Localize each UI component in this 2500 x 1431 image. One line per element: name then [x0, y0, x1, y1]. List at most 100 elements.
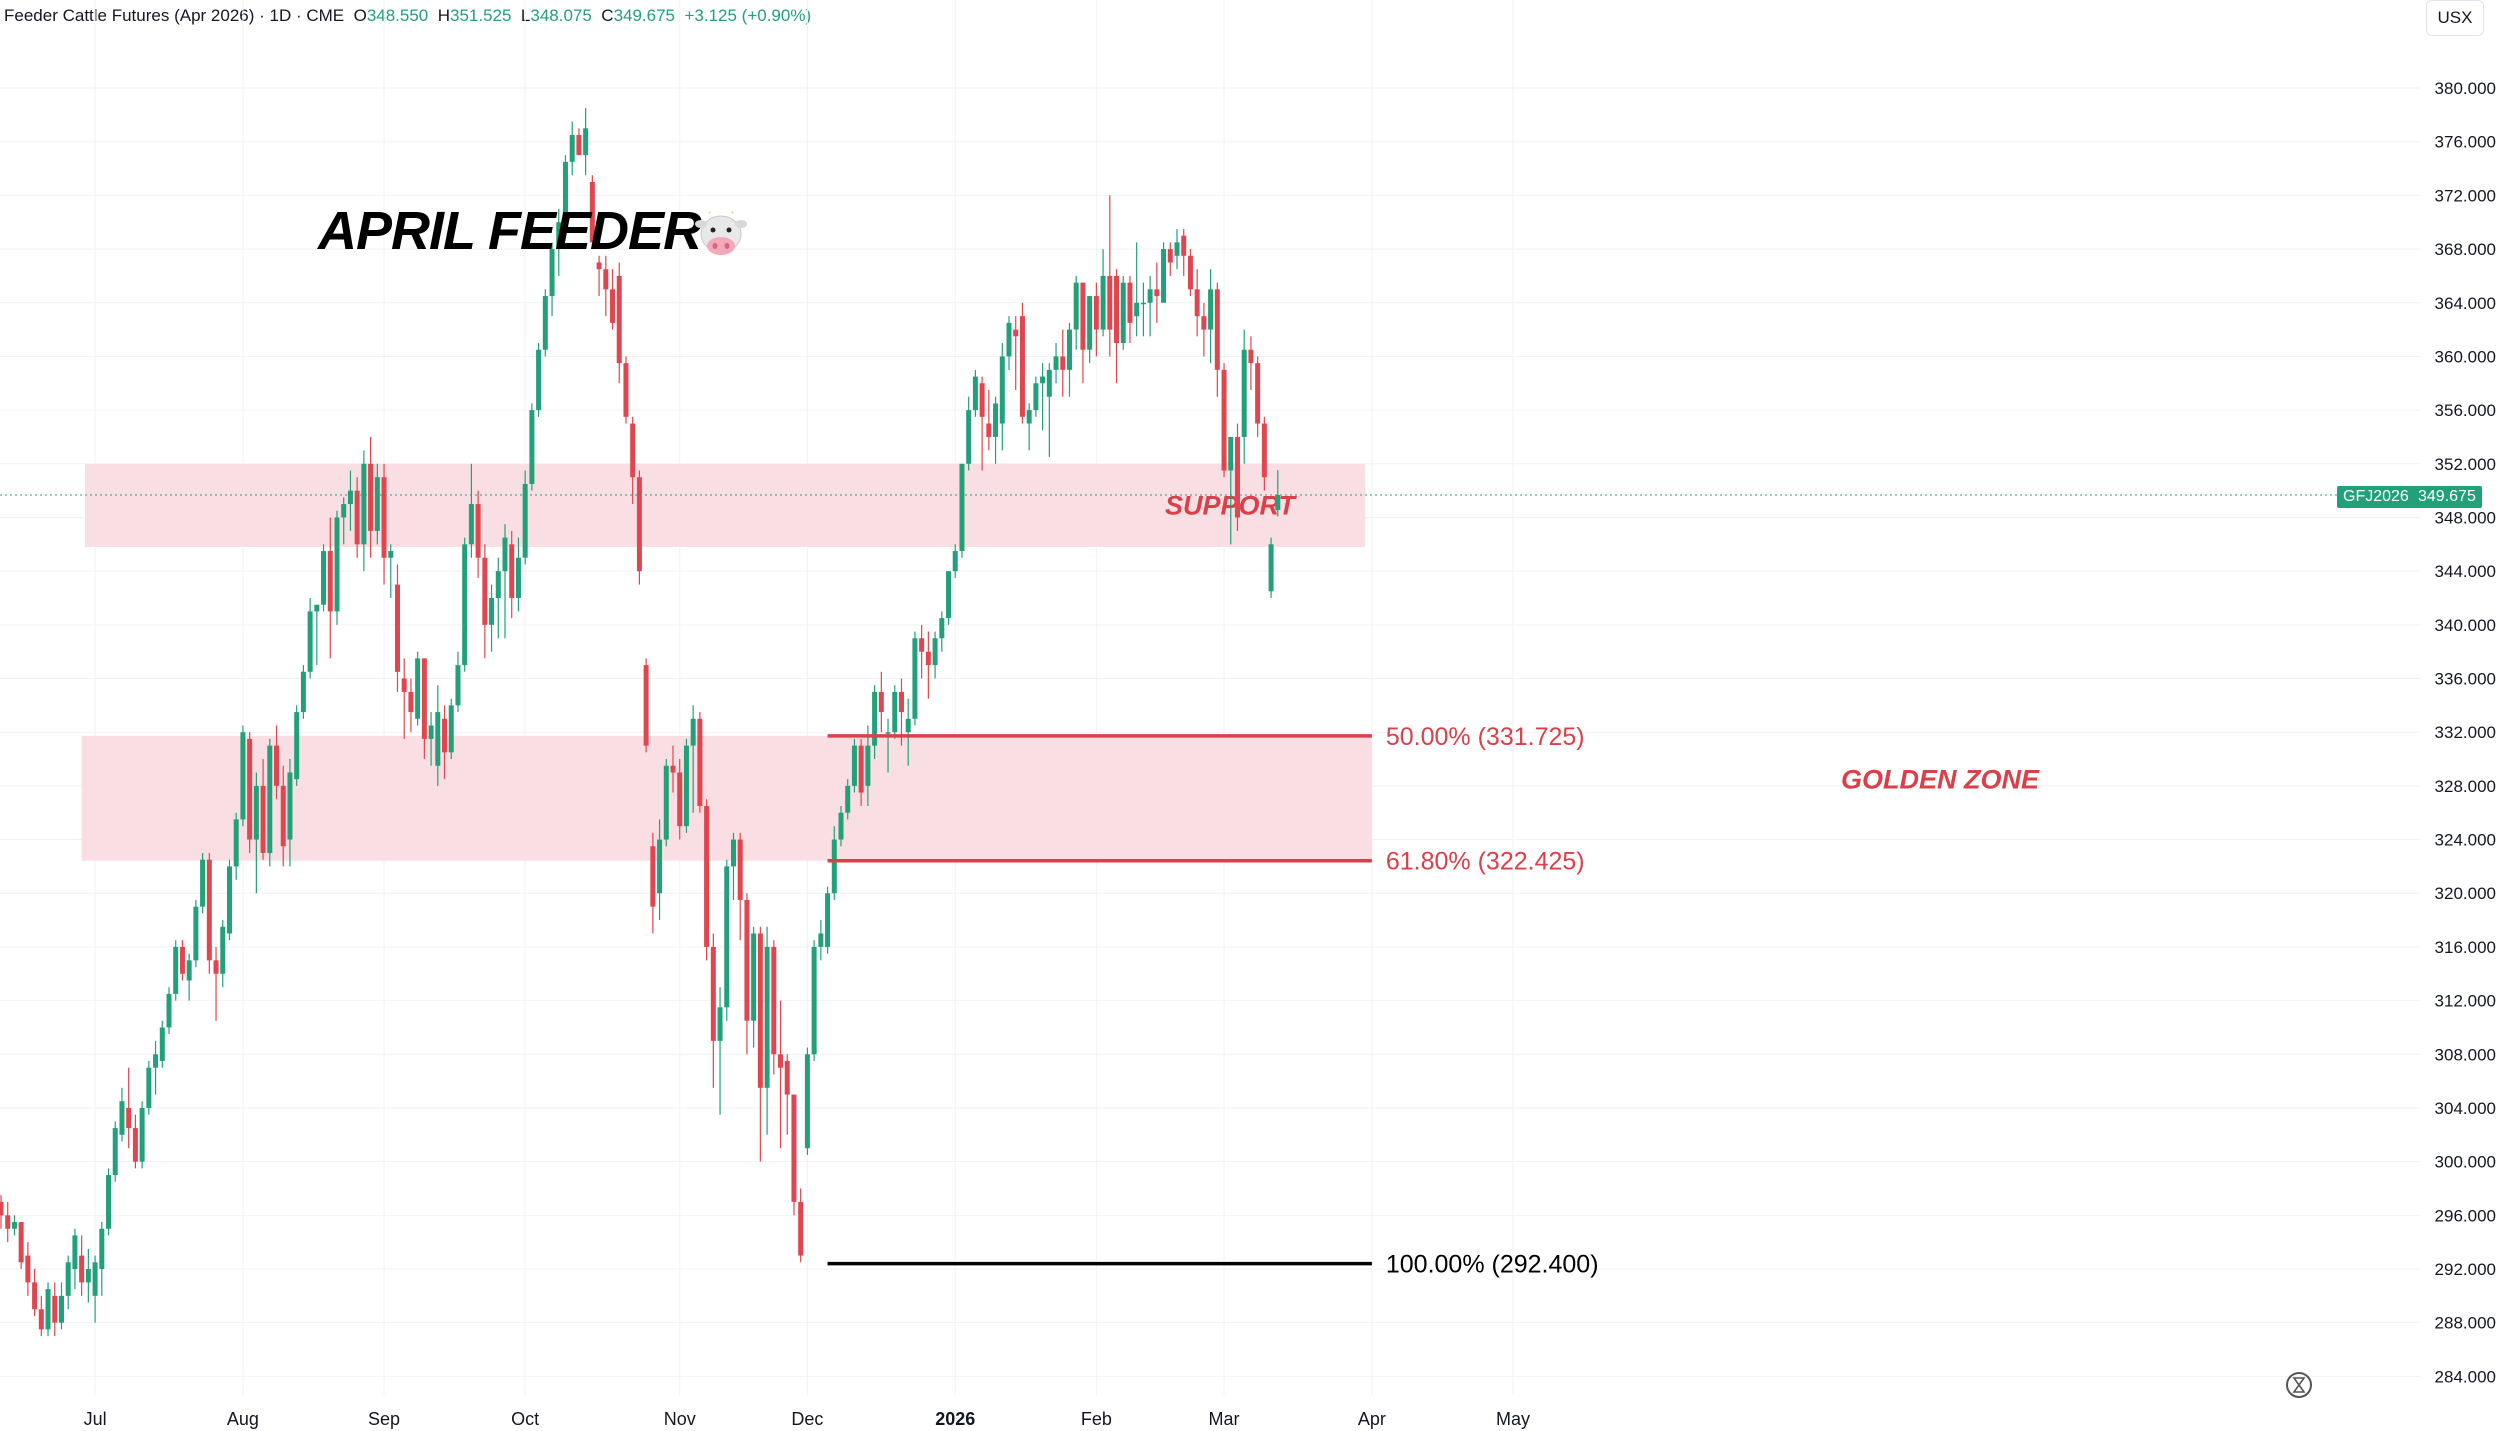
y-tick-label: 324.000: [2435, 831, 2496, 850]
candle-body: [1033, 383, 1039, 411]
zone-label: GOLDEN ZONE: [1841, 765, 2040, 795]
candle-body: [636, 477, 642, 572]
candle-body: [683, 745, 689, 827]
candle-body: [435, 712, 441, 766]
candle-body: [1127, 282, 1133, 323]
candle-body: [1093, 296, 1099, 330]
candle-body: [1261, 423, 1267, 478]
y-tick-label: 356.000: [2435, 401, 2496, 420]
candle-body: [415, 658, 421, 719]
candle-body: [1255, 363, 1261, 424]
candle-body: [677, 772, 683, 827]
candle-body: [341, 504, 347, 518]
y-tick-label: 284.000: [2435, 1367, 2496, 1386]
close-label: C: [601, 6, 614, 25]
x-tick-label: Oct: [511, 1409, 539, 1429]
y-tick-label: 376.000: [2435, 133, 2496, 152]
candle-body: [1167, 249, 1173, 263]
candle-body: [730, 839, 736, 867]
candle-body: [482, 557, 488, 625]
candle-body: [1140, 302, 1146, 305]
x-tick-label: Mar: [1209, 1409, 1240, 1429]
y-tick-label: 380.000: [2435, 79, 2496, 98]
candle-body: [11, 1222, 17, 1229]
candle-body: [710, 946, 716, 1041]
candle-body: [542, 296, 548, 350]
candle-body: [529, 410, 535, 484]
candle-body: [206, 859, 212, 961]
symbol-price-tag: GFJ2026: [2337, 486, 2415, 508]
candle-body: [905, 718, 911, 733]
fib-label: 50.00% (331.725): [1386, 723, 1585, 751]
candle-body: [1187, 255, 1193, 290]
candle-body: [576, 135, 582, 156]
candle-body: [65, 1262, 71, 1296]
candle-body: [146, 1067, 152, 1108]
candle-body: [993, 403, 999, 437]
candle-body: [690, 718, 696, 746]
candle-body: [72, 1235, 78, 1269]
candle-body: [1080, 282, 1086, 350]
candle-body: [925, 651, 931, 666]
candle-body: [79, 1255, 85, 1283]
candle-body: [1154, 289, 1160, 297]
candle-body: [240, 732, 246, 820]
candle-body: [38, 1309, 44, 1330]
y-tick-label: 352.000: [2435, 455, 2496, 474]
candle-body: [179, 946, 185, 974]
x-tick-label: May: [1496, 1409, 1530, 1429]
candle-body: [354, 490, 360, 545]
x-tick-label: Feb: [1081, 1409, 1112, 1429]
x-tick-label: Aug: [227, 1409, 259, 1429]
y-tick-label: 304.000: [2435, 1099, 2496, 1118]
candle-body: [1053, 356, 1059, 370]
candle-body: [1087, 296, 1093, 350]
candle-body: [132, 1128, 138, 1162]
candle-body: [892, 691, 898, 733]
candle-body: [845, 785, 851, 813]
candle-body: [549, 249, 555, 297]
candle-body: [1046, 369, 1052, 397]
candle-body: [744, 899, 750, 1021]
candle-body: [717, 1007, 723, 1041]
candle-body: [791, 1094, 797, 1202]
candle-body: [784, 1060, 790, 1095]
candle-body: [428, 725, 434, 739]
candle-body: [347, 490, 353, 505]
y-tick-label: 368.000: [2435, 240, 2496, 259]
candle-body: [287, 772, 293, 840]
candle-body: [804, 1054, 810, 1149]
x-tick-label: Sep: [368, 1409, 400, 1429]
candle-body: [193, 906, 199, 961]
candle-body: [825, 893, 831, 947]
candle-body: [724, 866, 730, 1008]
candle-body: [657, 839, 663, 894]
y-tick-label: 308.000: [2435, 1045, 2496, 1064]
candle-body: [610, 289, 616, 323]
candle-body: [1275, 495, 1281, 511]
candle-body: [442, 718, 448, 753]
x-tick-label: 2026: [935, 1409, 975, 1429]
timezone-clock-icon: [2286, 1372, 2312, 1398]
candle-body: [475, 504, 481, 558]
candle-body: [5, 1215, 11, 1229]
y-tick-label: 364.000: [2435, 294, 2496, 313]
candle-body: [616, 275, 622, 364]
y-tick-label: 332.000: [2435, 723, 2496, 742]
candle-body: [462, 544, 468, 666]
candle-body: [952, 551, 958, 572]
currency-button[interactable]: USX: [2426, 0, 2484, 36]
candle-body: [25, 1255, 31, 1283]
clock-ring: [2286, 1372, 2312, 1398]
candle-body: [307, 611, 313, 672]
y-tick-label: 328.000: [2435, 777, 2496, 796]
candle-body: [603, 269, 609, 290]
candle-body: [1114, 275, 1120, 344]
candle-body: [670, 765, 676, 773]
candle-body: [126, 1107, 132, 1129]
x-tick-label: Dec: [791, 1409, 823, 1429]
candle-body: [421, 658, 427, 739]
candle-body: [536, 349, 542, 411]
y-tick-label: 288.000: [2435, 1314, 2496, 1333]
